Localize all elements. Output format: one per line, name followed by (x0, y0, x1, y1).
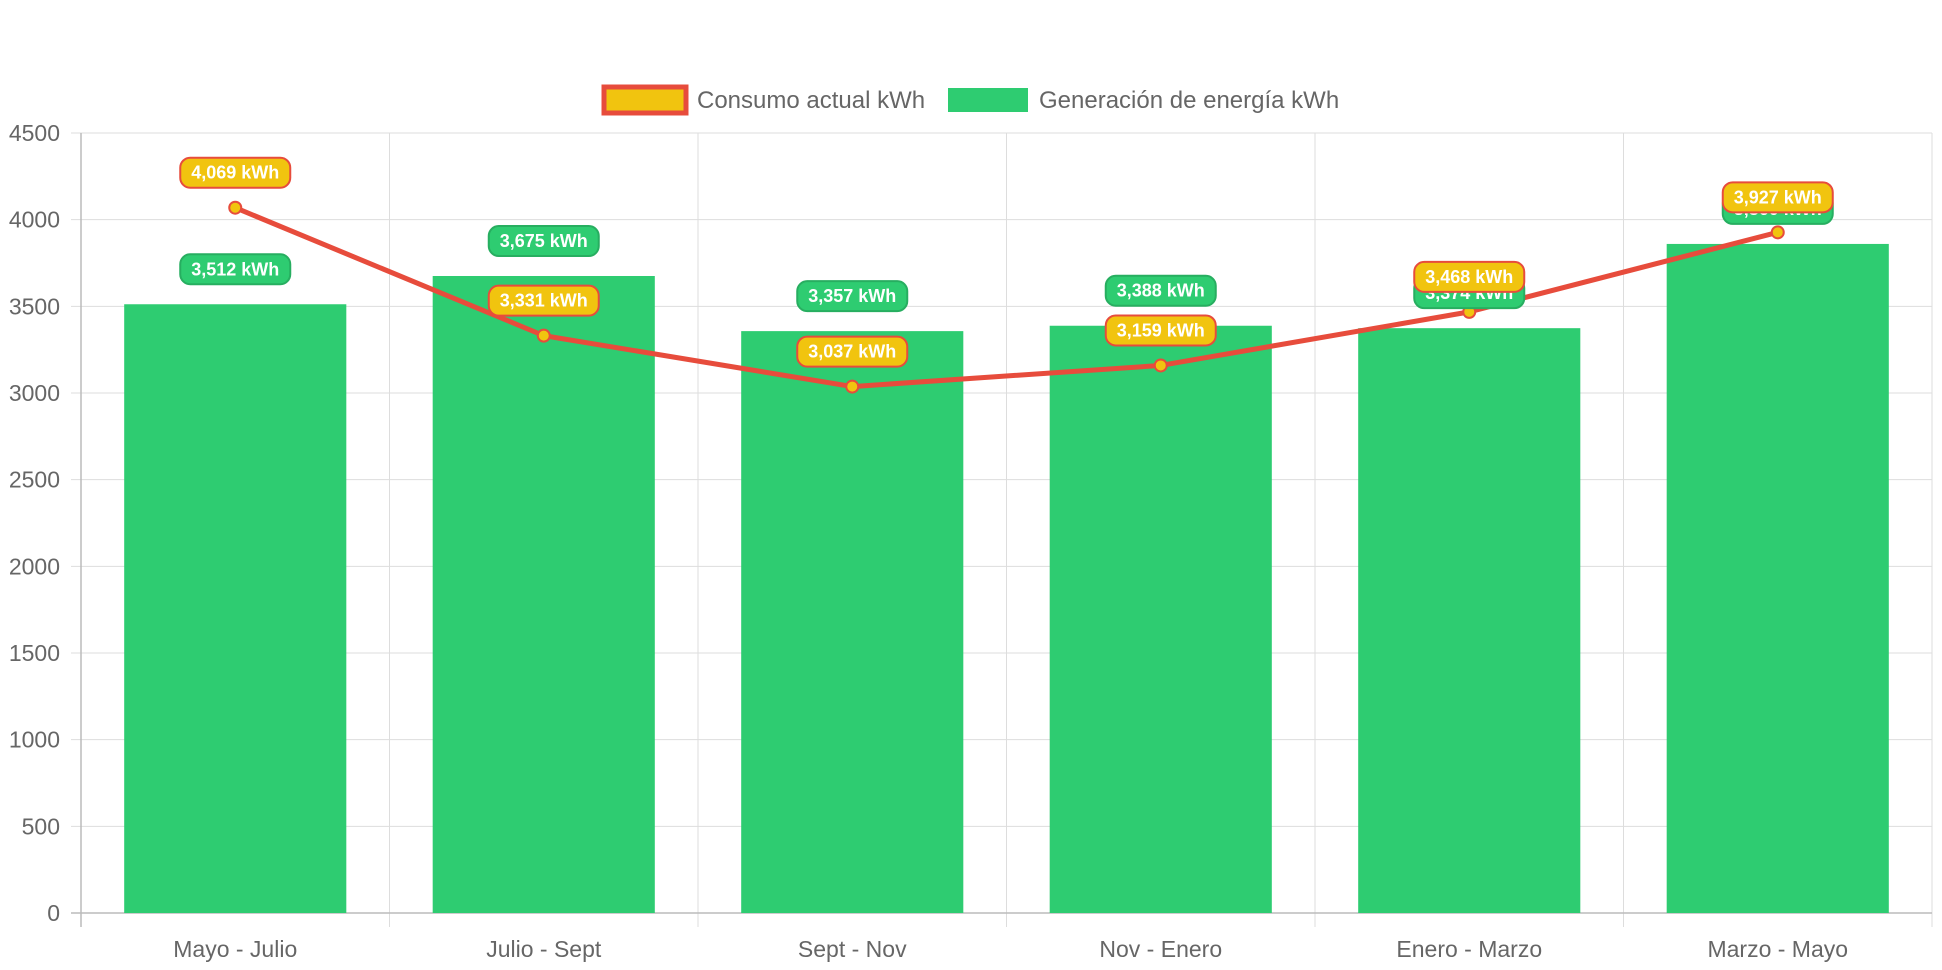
x-tick-label: Nov - Enero (1099, 936, 1222, 962)
consumption-point[interactable] (1153, 358, 1168, 373)
generation-bar[interactable] (1358, 328, 1581, 913)
svg-text:3,331 kWh: 3,331 kWh (500, 291, 588, 311)
x-axis: Mayo - Julio Julio - Sept Sept - Nov Nov - … (173, 936, 1848, 962)
generation-value-label: 3,357 kWh (796, 280, 909, 313)
consumption-value-label: 4,069 kWh (179, 156, 292, 189)
legend-item-generacion[interactable]: Generación de energía kWh (948, 87, 1339, 114)
y-tick-label: 500 (22, 813, 60, 839)
svg-text:3,357 kWh: 3,357 kWh (808, 286, 896, 306)
svg-text:3,512 kWh: 3,512 kWh (191, 259, 279, 279)
svg-text:4,069 kWh: 4,069 kWh (191, 163, 279, 183)
generation-value-label: 3,388 kWh (1104, 274, 1217, 307)
generation-value-label: 3,675 kWh (487, 225, 600, 257)
y-tick-label: 1500 (9, 640, 60, 666)
y-axis: 0 500 1000 1500 2000 2500 3000 3500 4000 4500 (9, 120, 60, 926)
bar-series (124, 243, 1889, 914)
y-tick-label: 4000 (9, 207, 60, 233)
generation-bar[interactable] (741, 331, 964, 913)
y-tick-label: 3500 (9, 293, 60, 319)
legend-label-consumo: Consumo actual kWh (697, 87, 925, 114)
consumption-value-label: 3,037 kWh (796, 335, 909, 368)
grid (71, 132, 1933, 927)
x-tick-label: Marzo - Mayo (1707, 936, 1848, 962)
y-tick-label: 4500 (9, 120, 60, 146)
consumption-point[interactable] (536, 328, 551, 343)
y-tick-label: 0 (47, 900, 60, 926)
consumption-value-label: 3,331 kWh (487, 284, 600, 317)
svg-text:3,037 kWh: 3,037 kWh (808, 342, 896, 362)
legend-swatch-consumo (601, 84, 689, 116)
legend-label-generacion: Generación de energía kWh (1039, 87, 1339, 114)
generation-value-label: 3,512 kWh (179, 253, 292, 286)
legend-swatch-generacion (948, 88, 1028, 112)
consumption-value-label: 3,159 kWh (1104, 314, 1217, 347)
svg-text:3,159 kWh: 3,159 kWh (1117, 320, 1205, 340)
x-tick-label: Sept - Nov (798, 936, 907, 962)
svg-text:3,468 kWh: 3,468 kWh (1425, 267, 1513, 287)
generation-bar[interactable] (432, 276, 655, 913)
line-data-labels: 4,069 kWh 3,331 kWh 3,037 kWh 3,159 kWh 3,46… (179, 156, 1834, 368)
x-tick-label: Julio - Sept (486, 936, 602, 962)
svg-text:3,927 kWh: 3,927 kWh (1734, 187, 1822, 207)
generation-bar[interactable] (1666, 243, 1889, 913)
generation-bar[interactable] (124, 304, 347, 914)
legend: Consumo actual kWh Generación de energía… (601, 84, 1339, 116)
consumption-point[interactable] (845, 379, 860, 394)
consumption-point[interactable] (1770, 225, 1785, 240)
svg-text:3,388 kWh: 3,388 kWh (1117, 281, 1205, 301)
y-tick-label: 2500 (9, 467, 60, 493)
y-tick-label: 3000 (9, 380, 60, 406)
y-tick-label: 2000 (9, 553, 60, 579)
legend-item-consumo[interactable]: Consumo actual kWh (601, 84, 925, 116)
consumption-point[interactable] (228, 200, 243, 215)
consumption-value-label: 3,468 kWh (1413, 260, 1526, 293)
svg-text:3,675 kWh: 3,675 kWh (500, 231, 588, 251)
y-tick-label: 1000 (9, 727, 60, 753)
x-tick-label: Mayo - Julio (173, 936, 297, 962)
generation-bar[interactable] (1049, 325, 1272, 913)
consumption-value-label: 3,927 kWh (1721, 181, 1834, 214)
x-tick-label: Enero - Marzo (1396, 936, 1542, 962)
